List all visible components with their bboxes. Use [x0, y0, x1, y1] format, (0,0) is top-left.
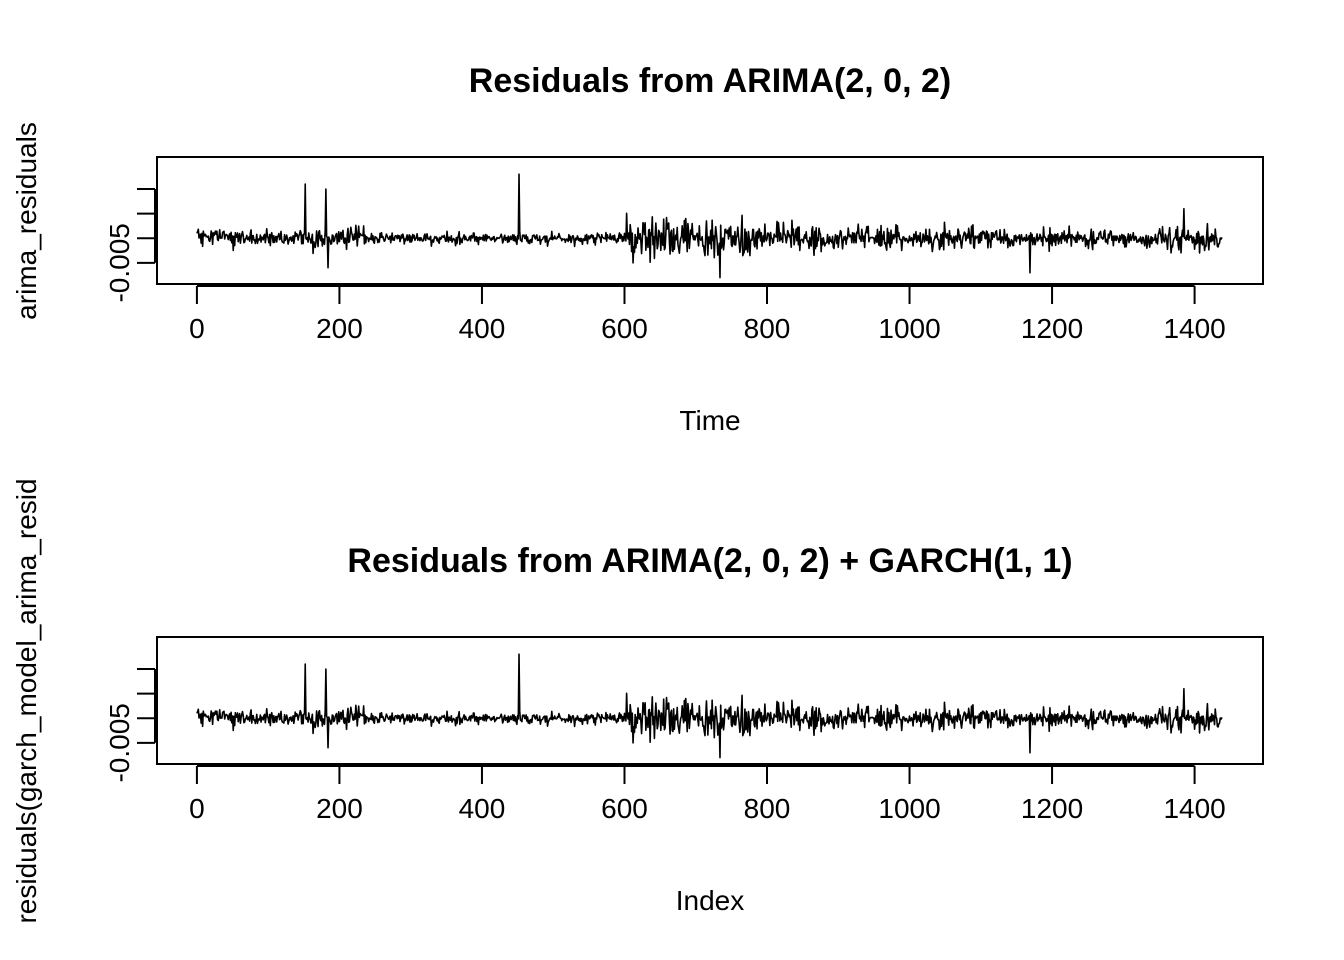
x-tick-label: 1400: [1163, 313, 1225, 344]
y-axis-label: residuals(garch_model_arima_resid: [11, 478, 42, 923]
residual-series-line: [196, 653, 1223, 759]
y-axis: -0.005: [104, 667, 156, 783]
x-tick-label: 800: [744, 313, 791, 344]
x-axis-label: Time: [679, 405, 740, 436]
x-tick-label: 800: [744, 793, 791, 824]
y-axis: -0.005: [104, 187, 156, 303]
x-tick-label: 1000: [878, 313, 940, 344]
x-axis: 0 200 400 600 800 1000 1200 1400: [189, 285, 1226, 344]
x-tick-label: 1200: [1021, 793, 1083, 824]
x-tick-label: 1000: [878, 793, 940, 824]
x-tick-label: 600: [601, 313, 648, 344]
x-tick-label: 200: [316, 313, 363, 344]
x-tick-label: 400: [459, 313, 506, 344]
x-tick-label: 0: [189, 793, 205, 824]
plot-frame: [156, 636, 1264, 765]
x-axis: 0 200 400 600 800 1000 1200 1400: [189, 765, 1226, 824]
chart-panel-garch: Residuals from ARIMA(2, 0, 2) + GARCH(1,…: [11, 478, 1264, 924]
residual-series-line: [196, 173, 1223, 279]
x-tick-label: 1400: [1163, 793, 1225, 824]
x-axis-label: Index: [676, 885, 745, 916]
chart-panel-arima: Residuals from ARIMA(2, 0, 2) 0 200 400 600…: [11, 62, 1264, 436]
x-tick-label: 0: [189, 313, 205, 344]
y-tick-label: -0.005: [104, 223, 135, 302]
x-tick-label: 400: [459, 793, 506, 824]
plot-frame: [156, 156, 1264, 285]
y-axis-label: arima_residuals: [11, 122, 42, 320]
x-tick-label: 1200: [1021, 313, 1083, 344]
x-tick-label: 200: [316, 793, 363, 824]
chart-title: Residuals from ARIMA(2, 0, 2): [469, 62, 951, 100]
chart-title: Residuals from ARIMA(2, 0, 2) + GARCH(1,…: [347, 542, 1072, 580]
y-tick-label: -0.005: [104, 703, 135, 782]
x-tick-label: 600: [601, 793, 648, 824]
